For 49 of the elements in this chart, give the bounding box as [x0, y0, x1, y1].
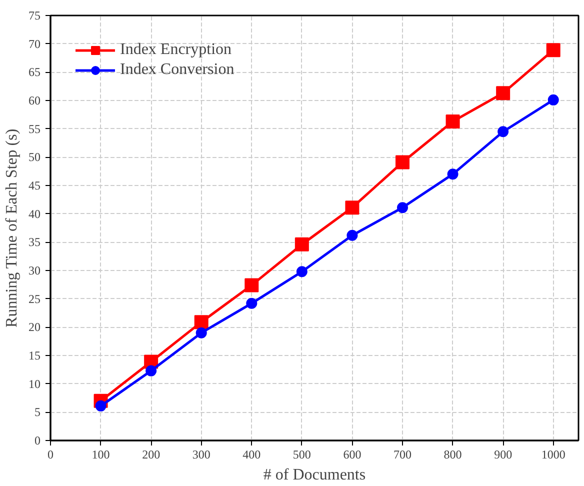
y-tick-label: 0	[34, 434, 40, 448]
x-tick-label: 500	[292, 448, 311, 462]
x-tick-label: 300	[192, 448, 210, 462]
y-tick-label: 20	[28, 320, 40, 334]
x-axis-title: # of Documents	[263, 466, 366, 484]
y-tick-label: 55	[28, 122, 40, 136]
x-tick-label: 800	[444, 448, 462, 462]
point	[546, 43, 560, 58]
point	[345, 200, 360, 215]
y-tick-label: 45	[28, 178, 40, 192]
legend-label: Index Conversion	[120, 61, 234, 79]
x-tick-label: 700	[394, 448, 412, 462]
point	[548, 94, 559, 106]
point	[246, 298, 258, 309]
point	[294, 237, 309, 252]
point	[196, 327, 207, 338]
x-tick-label: 900	[494, 448, 512, 462]
y-tick-label: 10	[28, 376, 40, 391]
y-tick-label: 30	[28, 264, 40, 278]
x-tick-label: 0	[48, 448, 54, 462]
x-tick-label: 100	[92, 448, 110, 462]
y-tick-label: 70	[28, 36, 40, 51]
y-tick-label: 15	[28, 348, 40, 362]
point	[346, 230, 358, 241]
point	[396, 155, 410, 170]
point	[244, 278, 259, 292]
point	[447, 168, 458, 180]
x-tick-label: 200	[142, 448, 160, 462]
y-tick-label: 35	[28, 235, 40, 250]
point	[146, 365, 157, 376]
x-tick-label: 400	[242, 448, 261, 462]
point	[498, 126, 509, 138]
point	[397, 202, 408, 214]
y-tick-label: 40	[28, 206, 40, 221]
point	[446, 114, 460, 128]
legend-label: Index Encryption	[120, 41, 232, 59]
y-axis-title: Running Time of Each Step (s)	[4, 128, 20, 328]
point	[296, 266, 308, 278]
y-tick-label: 65	[28, 65, 40, 80]
point	[496, 86, 510, 100]
point	[194, 315, 208, 330]
x-tick-label: 600	[343, 448, 362, 462]
y-tick-label: 25	[28, 292, 40, 306]
y-tick-label: 75	[28, 8, 40, 22]
y-tick-label: 5	[34, 405, 40, 420]
y-tick-label: 50	[28, 150, 40, 164]
x-tick-label: 1000	[541, 448, 566, 462]
y-tick-label: 60	[28, 94, 40, 108]
point	[95, 400, 106, 412]
